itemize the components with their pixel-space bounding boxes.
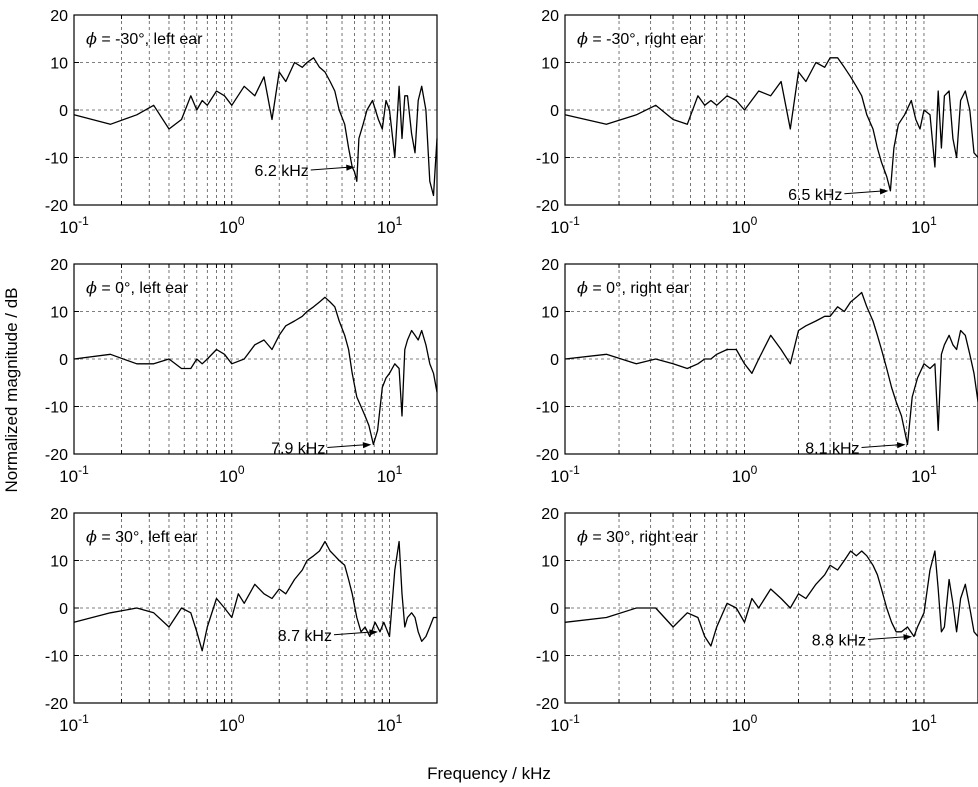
x-tick-label: 100: [219, 463, 245, 486]
panel-title: ϕ = 30°, left ear: [86, 527, 198, 546]
x-tick-label: 10-1: [59, 712, 89, 735]
series-line: [73, 540, 437, 652]
annotation-label: 8.8 kHz: [812, 633, 866, 650]
x-tick-label: 101: [377, 463, 403, 486]
y-tick-label: 0: [59, 601, 68, 618]
x-tick-label: 101: [911, 463, 937, 486]
y-tick-label: -10: [536, 400, 559, 417]
x-axis-label: Frequency / kHz: [427, 764, 551, 783]
y-tick-label: 10: [50, 56, 68, 73]
x-tick-label: 100: [219, 214, 245, 237]
x-tick-label: 10-1: [550, 712, 580, 735]
annotation-arrowhead: [896, 442, 906, 449]
annotation-label: 6.2 kHz: [255, 163, 309, 180]
x-tick-label: 10-1: [59, 214, 89, 237]
axes-frame: [73, 263, 438, 455]
y-tick-label: -10: [45, 151, 68, 168]
y-tick-label: 10: [541, 56, 559, 73]
y-tick-label: -20: [536, 696, 559, 713]
annotation-arrow: [310, 166, 352, 171]
y-tick-label: -20: [45, 696, 68, 713]
annotation-label: 7.9 kHz: [271, 441, 325, 458]
y-tick-label: -20: [536, 198, 559, 215]
x-tick-label: 101: [911, 712, 937, 735]
panel-2: -20 -10 0 10 20 10-1 100 101 ϕ = -30°, right ear…: [536, 8, 978, 237]
annotation-arrowhead: [879, 188, 889, 195]
annotation-label: 8.7 kHz: [278, 628, 332, 645]
x-tick-label: 100: [732, 214, 758, 237]
panel-title: ϕ = 0°, left ear: [86, 278, 189, 297]
annotation-arrow: [861, 444, 903, 448]
y-tick-label: -20: [45, 198, 68, 215]
series-line: [73, 296, 438, 446]
y-tick-label: 20: [541, 8, 559, 25]
y-tick-label: 10: [50, 554, 68, 571]
annotation-arrow: [867, 636, 910, 640]
x-tick-label: 100: [219, 712, 245, 735]
panel-title: ϕ = 0°, right ear: [577, 278, 690, 297]
annotation-label: 6.5 kHz: [788, 187, 842, 204]
x-tick-label: 10-1: [550, 463, 580, 486]
x-tick-label: 101: [911, 214, 937, 237]
y-tick-label: 10: [50, 305, 68, 322]
y-tick-label: -10: [45, 400, 68, 417]
annotation-arrow: [844, 190, 886, 195]
axes-frame: [564, 512, 978, 704]
annotation-label: 8.1 kHz: [805, 441, 859, 458]
panel-4: -20 -10 0 10 20 10-1 100 101 ϕ = 0°, right ear 8.…: [536, 257, 978, 486]
y-tick-label: -10: [45, 649, 68, 666]
series-line: [564, 57, 978, 192]
y-tick-label: 20: [50, 8, 68, 25]
y-tick-label: -10: [536, 649, 559, 666]
panel-title: ϕ = -30°, left ear: [86, 29, 203, 48]
x-tick-label: 100: [732, 712, 758, 735]
annotation-arrow: [333, 631, 376, 636]
x-tick-label: 10-1: [550, 214, 580, 237]
annotation-arrow: [327, 444, 369, 448]
series-line: [564, 550, 978, 647]
axes-frame: [564, 263, 978, 455]
panel-title: ϕ = -30°, right ear: [577, 29, 704, 48]
y-axis-label-text: Normalized magnitude / dB: [2, 287, 21, 493]
axes-frame: [564, 14, 978, 206]
y-tick-label: 10: [541, 305, 559, 322]
panel-title: ϕ = 30°, right ear: [577, 527, 699, 546]
series-line: [564, 291, 978, 446]
x-tick-label: 100: [732, 463, 758, 486]
x-tick-label: 101: [377, 712, 403, 735]
y-tick-label: 0: [59, 103, 68, 120]
annotation-arrowhead: [362, 442, 372, 449]
y-tick-label: 20: [50, 257, 68, 274]
y-tick-label: 0: [550, 601, 559, 618]
panel-3: -20 -10 0 10 20 10-1 100 101 ϕ = 0°, left ear 7.9…: [45, 257, 438, 486]
y-tick-label: 20: [50, 506, 68, 523]
axes-frame: [73, 14, 438, 206]
x-tick-label: 101: [377, 214, 403, 237]
series-line: [73, 57, 438, 197]
y-tick-label: 0: [59, 352, 68, 369]
y-tick-label: -10: [536, 151, 559, 168]
y-tick-label: 20: [541, 257, 559, 274]
y-tick-label: -20: [536, 447, 559, 464]
panel-1: -20 -10 0 10 20 10-1 100 101 ϕ = -30°, left ear 6…: [45, 8, 438, 237]
y-tick-label: 10: [541, 554, 559, 571]
axes-frame: [73, 512, 438, 704]
y-tick-label: 0: [550, 352, 559, 369]
annotation-arrowhead: [903, 634, 913, 641]
annotation-arrowhead: [369, 629, 378, 636]
panel-6: -20 -10 0 10 20 10-1 100 101 ϕ = 30°, right ear 8…: [536, 506, 978, 735]
x-tick-label: 10-1: [59, 463, 89, 486]
y-tick-label: 20: [541, 506, 559, 523]
annotation-arrowhead: [346, 164, 355, 171]
panel-5: -20 -10 0 10 20 10-1 100 101 ϕ = 30°, left ear 8.…: [45, 506, 438, 735]
y-tick-label: -20: [45, 447, 68, 464]
y-axis-label: Normalized magnitude / dB: [1, 240, 23, 540]
y-tick-label: 0: [550, 103, 559, 120]
